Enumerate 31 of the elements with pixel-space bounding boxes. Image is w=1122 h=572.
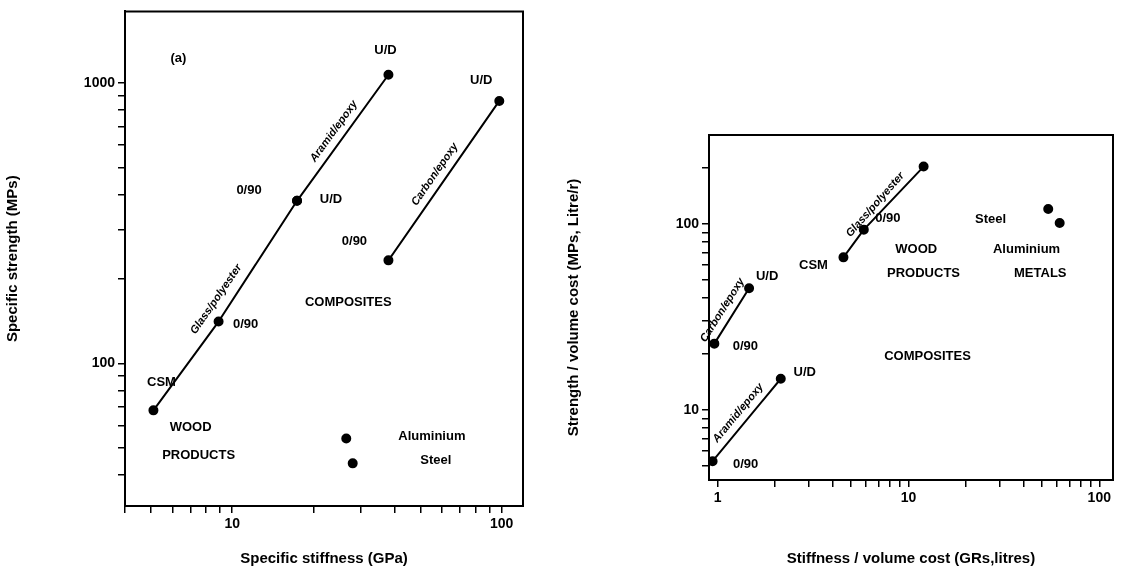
annotation: COMPOSITES bbox=[304, 294, 392, 310]
annotation: U/D bbox=[755, 267, 779, 283]
annotation: METALS bbox=[1014, 265, 1067, 281]
annotation: U/D bbox=[470, 72, 493, 88]
annotation: 0/90 bbox=[732, 455, 759, 471]
annotation: U/D bbox=[319, 191, 343, 207]
annotation: PRODUCTS bbox=[162, 446, 236, 462]
annotation: PRODUCTS bbox=[887, 265, 961, 281]
annotation: WOOD bbox=[895, 240, 938, 256]
x-tick-label: 1 bbox=[713, 489, 722, 506]
x-tick-label: 10 bbox=[900, 489, 917, 506]
annotation: Steel bbox=[975, 211, 1007, 227]
x-tick-label: 100 bbox=[1087, 489, 1112, 506]
annotation: CSM bbox=[146, 373, 176, 389]
annotation: Aluminium bbox=[398, 427, 466, 443]
annotation: U/D bbox=[374, 42, 397, 58]
annotation: U/D bbox=[793, 364, 816, 380]
annotation: 0/90 bbox=[236, 182, 262, 198]
x-axis-title: Specific stiffness (GPa) bbox=[240, 549, 408, 567]
annotation: WOOD bbox=[169, 418, 212, 434]
annotation: 0/90 bbox=[341, 232, 368, 248]
y-tick-label: 1000 bbox=[83, 73, 116, 90]
x-axis-title: Stiffness / volume cost (GRs,litres) bbox=[786, 549, 1036, 567]
annotation: Steel bbox=[420, 452, 452, 468]
y-axis-title: Strength / volume cost (MPs, Litre/r) bbox=[564, 178, 582, 437]
annotation: Aluminium bbox=[992, 240, 1061, 256]
y-axis-title: Specific strength (MPs) bbox=[3, 175, 21, 343]
annotation: CSM bbox=[799, 256, 828, 272]
annotation: (a) bbox=[170, 50, 187, 66]
annotation: COMPOSITES bbox=[884, 348, 972, 364]
annotation: 0/90 bbox=[732, 338, 758, 354]
